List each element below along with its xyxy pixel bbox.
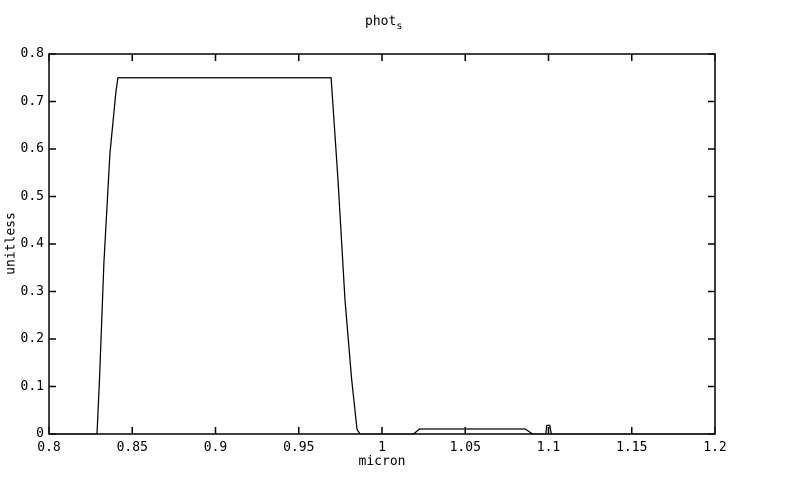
x-axis-label: micron bbox=[358, 454, 406, 469]
y-tick-label: 0.5 bbox=[20, 188, 44, 204]
y-tick-label: 0.2 bbox=[20, 331, 44, 346]
y-tick-label: 0.6 bbox=[20, 141, 44, 156]
y-tick-label: 0.7 bbox=[20, 93, 44, 109]
plot-title: phots bbox=[365, 14, 403, 32]
x-tick-label: 0.8 bbox=[37, 440, 61, 455]
x-tick-label: 1.15 bbox=[616, 440, 648, 455]
x-tick-label: 0.85 bbox=[116, 440, 148, 455]
y-tick-label: 0.4 bbox=[20, 236, 44, 251]
axes-frame bbox=[48, 53, 716, 435]
x-tick-label: 1.2 bbox=[703, 440, 727, 455]
x-tick-label: 1.1 bbox=[536, 440, 561, 455]
plot-title-text: phot bbox=[365, 14, 397, 29]
x-tick-label: 1 bbox=[378, 440, 386, 455]
y-tick-label: 0 bbox=[36, 426, 44, 441]
x-tick-label: 0.95 bbox=[283, 440, 315, 455]
plot-title-subscript: s bbox=[396, 21, 403, 32]
data-curve bbox=[49, 77, 715, 435]
y-tick-label: 0.8 bbox=[20, 46, 44, 61]
x-tick-label: 0.9 bbox=[203, 440, 228, 455]
y-tick-label: 0.3 bbox=[20, 283, 44, 299]
y-tick-label: 0.1 bbox=[20, 378, 44, 394]
x-tick-label: 1.05 bbox=[449, 440, 481, 455]
